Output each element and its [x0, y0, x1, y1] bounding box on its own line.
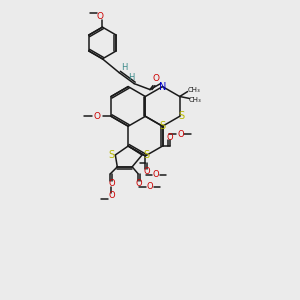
Text: S: S — [108, 150, 114, 160]
Text: O: O — [143, 167, 150, 176]
Text: O: O — [147, 182, 153, 191]
Text: O: O — [108, 179, 115, 188]
Text: O: O — [153, 170, 160, 179]
Text: CH₃: CH₃ — [188, 98, 201, 103]
Text: O: O — [108, 191, 115, 200]
Text: S: S — [160, 121, 166, 131]
Text: O: O — [177, 130, 184, 139]
Text: H: H — [128, 73, 134, 82]
Text: O: O — [166, 133, 173, 142]
Text: O: O — [97, 12, 104, 21]
Text: S: S — [178, 111, 185, 121]
Text: H: H — [121, 63, 127, 72]
Text: O: O — [152, 74, 159, 83]
Text: CH₃: CH₃ — [187, 87, 200, 93]
Text: O: O — [94, 112, 101, 121]
Text: N: N — [159, 82, 166, 92]
Text: O: O — [136, 179, 142, 188]
Text: S: S — [143, 150, 149, 160]
